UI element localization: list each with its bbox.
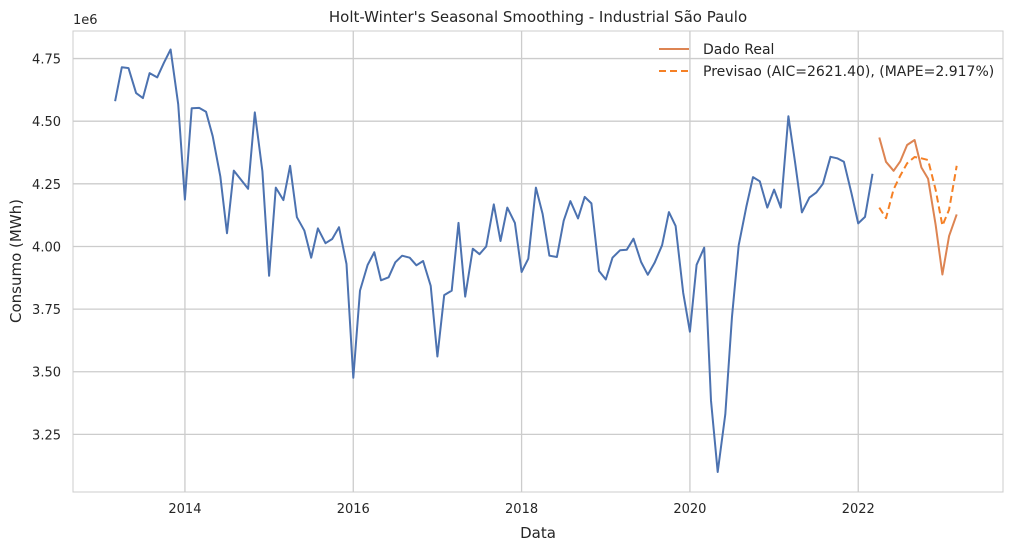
- series-line-forecast: [878, 156, 958, 227]
- y-tick-label: 4.25: [32, 178, 61, 193]
- y-tick-label: 3.75: [32, 303, 61, 318]
- legend: Dado Real Previsao (AIC=2621.40), (MAPE=…: [659, 42, 994, 80]
- x-tick-label: 2022: [842, 502, 875, 517]
- series-line-train: [114, 48, 874, 473]
- legend-label-forecast: Previsao (AIC=2621.40), (MAPE=2.917%): [703, 64, 994, 80]
- chart-title: Holt-Winter's Seasonal Smoothing - Indus…: [329, 8, 747, 26]
- x-tick-label: 2020: [673, 502, 706, 517]
- y-tick-label: 4.75: [32, 53, 61, 68]
- y-axis-label: Consumo (MWh): [7, 199, 25, 323]
- x-tick-label: 2014: [168, 502, 201, 517]
- y-tick-labels: 3.25 3.50 3.75 4.00 4.25 4.50 4.75: [32, 53, 61, 444]
- x-tick-label: 2018: [505, 502, 538, 517]
- grid: [73, 31, 1003, 492]
- x-axis-label: Data: [520, 524, 556, 542]
- y-tick-label: 3.50: [32, 366, 61, 381]
- plot-background: [73, 31, 1003, 492]
- x-tick-labels: 2014 2016 2018 2020 2022: [168, 502, 874, 517]
- y-tick-label: 4.00: [32, 240, 61, 255]
- legend-label-real: Dado Real: [703, 42, 774, 58]
- x-tick-label: 2016: [337, 502, 370, 517]
- y-tick-label: 3.25: [32, 428, 61, 443]
- y-offset-label: 1e6: [73, 13, 98, 28]
- plot-frame: [72, 30, 1004, 493]
- series-group: [114, 48, 958, 473]
- series-line-real: [878, 137, 958, 276]
- y-tick-label: 4.50: [32, 115, 61, 130]
